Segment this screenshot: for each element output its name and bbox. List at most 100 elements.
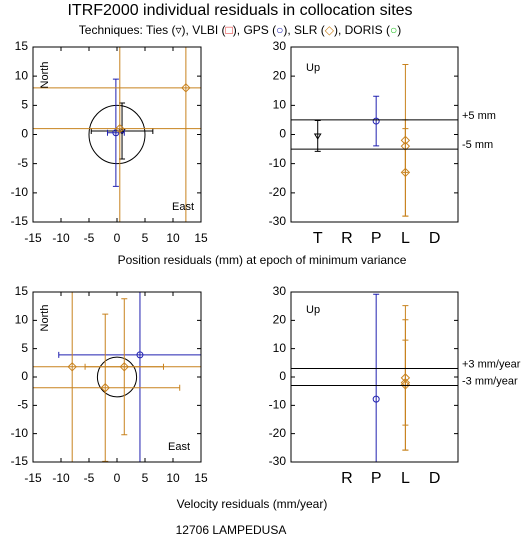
plot-area <box>33 292 201 462</box>
technique-legend: Techniques: Ties (▿), VLBI (□), GPS (○),… <box>79 23 401 37</box>
y-tick-label: -10 <box>269 398 287 412</box>
panel: -15 -10 -5 0 5 10 15 -15 -10 -5 0 5 10 15 North East Vel… <box>11 284 328 511</box>
reference-label: +5 mm <box>462 110 496 122</box>
x-tick-label: 15 <box>194 231 208 245</box>
reference-label: +3 mm/year <box>462 358 521 370</box>
frame <box>32 291 202 463</box>
category-label: R <box>341 470 353 487</box>
annotation: East <box>168 441 190 453</box>
threshold-circle <box>96 356 138 398</box>
x-tick-label: -15 <box>24 231 42 245</box>
frame <box>290 291 459 463</box>
marker <box>181 83 191 93</box>
y-tick-label: 10 <box>273 341 287 355</box>
marker <box>115 123 125 134</box>
marker <box>119 362 129 372</box>
y-tick-label: -20 <box>269 426 287 440</box>
legend-part: ), VLBI ( <box>182 23 226 37</box>
y-tick-label: -5 <box>17 156 28 170</box>
reference-label: -5 mm <box>462 139 493 151</box>
legend-part: □ <box>226 23 233 37</box>
x-tick-label: -15 <box>24 471 42 485</box>
x-error-bar <box>84 363 164 370</box>
legend-part: ), GPS ( <box>233 23 276 37</box>
y-tick-label: 15 <box>15 39 29 53</box>
plot-area <box>313 64 411 217</box>
marker <box>372 117 380 125</box>
x-tick-label: -10 <box>52 231 70 245</box>
y-tick-label: 20 <box>273 68 287 82</box>
legend-part: ), DORIS ( <box>334 23 390 37</box>
x-tick-label: 10 <box>166 471 180 485</box>
y-tick-label: 20 <box>273 313 287 327</box>
x-error-bar <box>33 128 201 130</box>
panel: -15 -10 -5 0 5 10 15 -15 -10 -5 0 5 10 15 North East Pos… <box>11 39 407 267</box>
error-bar <box>402 319 409 451</box>
figure-title: ITRF2000 individual residuals in colloca… <box>67 2 412 19</box>
y-tick-label: 10 <box>15 313 29 327</box>
marker <box>100 383 110 393</box>
threshold-circle <box>88 104 146 165</box>
category-label: D <box>429 470 441 487</box>
y-tick-label: -20 <box>269 185 287 199</box>
marker <box>67 362 77 372</box>
y-tick-label: 0 <box>279 369 286 383</box>
panel: -30 -20 -10 0 10 20 30 T R P L D +5 mm -5 mm Up <box>269 39 496 247</box>
reference-label: -3 mm/year <box>462 375 518 387</box>
legend-part: ), SLR ( <box>283 23 324 37</box>
category-label: R <box>341 230 353 247</box>
y-tick-label: 15 <box>15 284 29 298</box>
y-tick-label: -10 <box>11 426 29 440</box>
x-error-bar <box>106 129 125 136</box>
category-label: P <box>371 470 382 487</box>
y-tick-label: -15 <box>11 214 29 228</box>
error-bar <box>373 293 380 462</box>
legend-part: Techniques: Ties ( <box>79 23 176 37</box>
y-tick-label: -5 <box>17 398 28 412</box>
y-tick-label: 0 <box>21 369 28 383</box>
y-tick-label: 0 <box>279 127 286 141</box>
y-tick-label: 10 <box>273 98 287 112</box>
x-tick-label: 0 <box>114 471 121 485</box>
x-error-bar <box>58 351 201 358</box>
y-tick-label: -15 <box>11 454 29 468</box>
marker <box>400 167 411 178</box>
x-axis-label: Velocity residuals (mm/year) <box>177 497 328 511</box>
x-error-bar <box>33 384 181 391</box>
error-bar <box>402 128 409 217</box>
marker <box>136 351 144 359</box>
annotation: North <box>39 62 51 89</box>
legend-part: ▿ <box>176 23 182 37</box>
x-tick-label: 15 <box>194 471 208 485</box>
x-tick-label: 5 <box>142 471 149 485</box>
x-axis-label: Position residuals (mm) at epoch of mini… <box>118 253 407 267</box>
marker <box>372 395 380 403</box>
error-bar <box>314 120 321 152</box>
y-tick-label: -10 <box>11 185 29 199</box>
y-tick-label: 0 <box>21 127 28 141</box>
y-tick-label: 5 <box>21 341 28 355</box>
y-error-bar <box>185 47 187 222</box>
legend-part: ) <box>397 23 401 37</box>
y-tick-label: 5 <box>21 98 28 112</box>
y-tick-label: 10 <box>15 68 29 82</box>
plot-area <box>372 293 411 462</box>
site-name: 12706 LAMPEDUSA <box>176 523 287 537</box>
marker <box>112 129 120 137</box>
x-tick-label: -5 <box>84 471 95 485</box>
error-bar <box>373 95 380 147</box>
annotation: North <box>39 305 51 332</box>
x-tick-label: -10 <box>52 471 70 485</box>
category-label: T <box>313 230 323 247</box>
y-tick-label: -30 <box>269 214 287 228</box>
marker <box>400 380 411 390</box>
x-tick-label: 0 <box>114 231 121 245</box>
annotation: Up <box>306 304 320 316</box>
category-label: D <box>429 230 441 247</box>
x-tick-label: 10 <box>166 231 180 245</box>
marker <box>313 133 322 140</box>
x-error-bar <box>33 366 201 368</box>
y-tick-label: 30 <box>273 284 287 298</box>
legend-part: ○ <box>276 23 283 37</box>
